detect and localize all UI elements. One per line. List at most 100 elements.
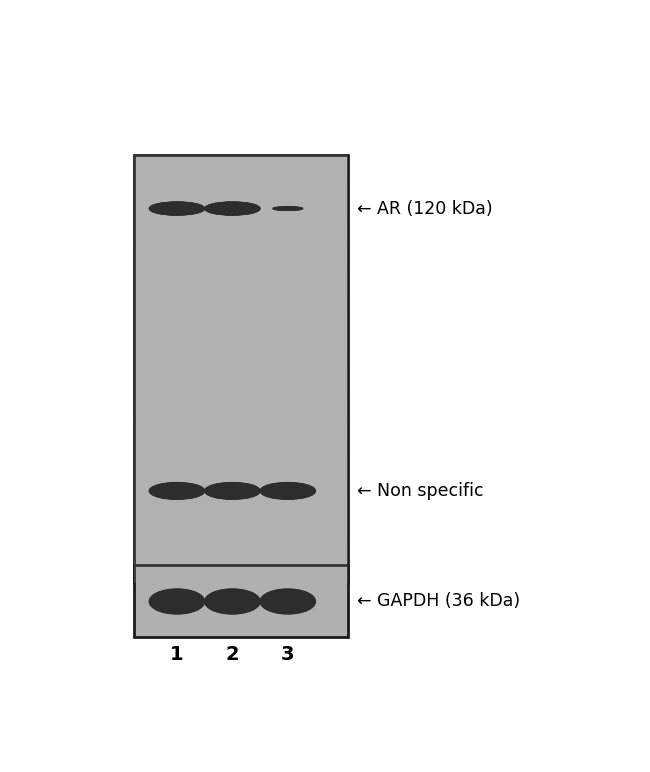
Ellipse shape bbox=[263, 484, 313, 497]
Ellipse shape bbox=[263, 484, 313, 498]
Bar bbox=[134, 155, 348, 583]
Ellipse shape bbox=[162, 490, 192, 492]
Ellipse shape bbox=[162, 208, 192, 209]
Ellipse shape bbox=[276, 208, 300, 209]
Ellipse shape bbox=[272, 490, 304, 492]
Ellipse shape bbox=[152, 592, 202, 611]
Ellipse shape bbox=[210, 205, 255, 212]
Ellipse shape bbox=[151, 484, 203, 498]
Ellipse shape bbox=[154, 594, 200, 609]
Ellipse shape bbox=[150, 483, 203, 499]
Ellipse shape bbox=[151, 203, 203, 215]
Ellipse shape bbox=[205, 589, 260, 614]
Ellipse shape bbox=[264, 592, 312, 611]
Ellipse shape bbox=[272, 599, 304, 604]
Ellipse shape bbox=[161, 208, 193, 210]
Bar bbox=[134, 547, 348, 554]
Ellipse shape bbox=[216, 600, 248, 604]
Ellipse shape bbox=[214, 489, 250, 493]
Ellipse shape bbox=[155, 594, 200, 609]
Ellipse shape bbox=[266, 486, 309, 496]
Text: ← AR (120 kDa): ← AR (120 kDa) bbox=[358, 199, 493, 218]
Ellipse shape bbox=[265, 594, 311, 609]
Ellipse shape bbox=[268, 596, 307, 607]
Ellipse shape bbox=[266, 486, 309, 496]
Bar bbox=[134, 476, 348, 483]
Ellipse shape bbox=[160, 489, 194, 493]
Ellipse shape bbox=[150, 482, 204, 499]
Ellipse shape bbox=[276, 208, 300, 210]
Ellipse shape bbox=[205, 483, 259, 499]
Ellipse shape bbox=[217, 490, 248, 492]
Ellipse shape bbox=[211, 594, 254, 608]
Ellipse shape bbox=[159, 598, 195, 605]
Ellipse shape bbox=[156, 486, 198, 496]
Bar bbox=[134, 462, 348, 469]
Ellipse shape bbox=[161, 599, 194, 604]
Ellipse shape bbox=[210, 486, 255, 496]
Ellipse shape bbox=[270, 598, 305, 604]
Ellipse shape bbox=[265, 593, 311, 610]
Ellipse shape bbox=[208, 204, 257, 213]
Ellipse shape bbox=[278, 208, 298, 209]
Ellipse shape bbox=[266, 594, 309, 608]
Bar bbox=[134, 362, 348, 369]
Ellipse shape bbox=[158, 206, 196, 211]
Bar bbox=[134, 177, 348, 184]
Ellipse shape bbox=[274, 207, 302, 210]
Ellipse shape bbox=[218, 601, 247, 602]
Ellipse shape bbox=[260, 589, 315, 614]
Ellipse shape bbox=[211, 594, 254, 608]
Ellipse shape bbox=[212, 595, 253, 608]
Ellipse shape bbox=[268, 487, 307, 494]
Ellipse shape bbox=[276, 208, 299, 209]
Ellipse shape bbox=[150, 589, 204, 614]
Ellipse shape bbox=[265, 486, 311, 496]
Ellipse shape bbox=[270, 598, 306, 604]
Ellipse shape bbox=[152, 204, 202, 214]
Bar bbox=[134, 191, 348, 198]
Ellipse shape bbox=[161, 489, 194, 493]
Ellipse shape bbox=[263, 592, 313, 611]
Bar bbox=[134, 305, 348, 312]
Ellipse shape bbox=[267, 487, 309, 495]
Bar bbox=[134, 512, 348, 519]
Ellipse shape bbox=[211, 205, 254, 212]
Ellipse shape bbox=[264, 485, 312, 497]
Ellipse shape bbox=[266, 594, 309, 608]
Ellipse shape bbox=[206, 591, 259, 613]
Ellipse shape bbox=[272, 601, 303, 603]
Ellipse shape bbox=[277, 208, 298, 209]
Ellipse shape bbox=[274, 207, 302, 210]
Ellipse shape bbox=[150, 202, 204, 215]
Ellipse shape bbox=[152, 484, 202, 498]
Ellipse shape bbox=[208, 485, 257, 497]
Ellipse shape bbox=[153, 486, 200, 496]
Ellipse shape bbox=[162, 601, 192, 602]
Ellipse shape bbox=[215, 207, 250, 210]
Ellipse shape bbox=[277, 208, 298, 209]
Ellipse shape bbox=[214, 598, 251, 605]
Ellipse shape bbox=[213, 206, 252, 212]
Ellipse shape bbox=[216, 208, 248, 209]
Ellipse shape bbox=[272, 489, 304, 493]
Bar bbox=[134, 334, 348, 340]
Ellipse shape bbox=[270, 489, 306, 493]
Ellipse shape bbox=[273, 207, 302, 210]
Ellipse shape bbox=[210, 594, 255, 609]
Ellipse shape bbox=[157, 205, 198, 212]
Ellipse shape bbox=[274, 207, 302, 210]
Bar bbox=[134, 440, 348, 448]
Ellipse shape bbox=[152, 484, 202, 497]
Ellipse shape bbox=[277, 208, 298, 209]
Ellipse shape bbox=[150, 482, 205, 499]
Ellipse shape bbox=[214, 598, 250, 605]
Bar bbox=[134, 241, 348, 248]
Ellipse shape bbox=[159, 206, 196, 211]
Ellipse shape bbox=[157, 487, 197, 494]
Ellipse shape bbox=[271, 599, 305, 604]
Ellipse shape bbox=[269, 598, 306, 606]
Ellipse shape bbox=[268, 487, 307, 495]
Ellipse shape bbox=[261, 483, 315, 499]
Ellipse shape bbox=[157, 596, 197, 608]
